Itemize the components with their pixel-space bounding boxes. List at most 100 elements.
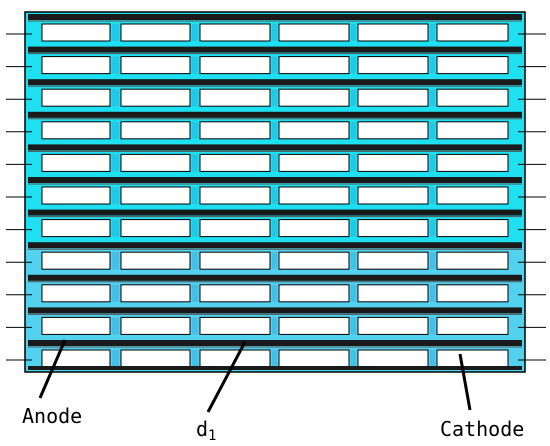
electrode-bar xyxy=(28,177,522,183)
cell-separator xyxy=(112,284,119,302)
electrode-bar xyxy=(28,46,522,53)
channel-cell xyxy=(120,121,191,140)
channel-cell xyxy=(278,121,350,140)
channel-cell xyxy=(41,251,111,270)
electrode-bar xyxy=(28,307,522,314)
cell-separator xyxy=(351,154,356,172)
channel-cell xyxy=(120,23,191,42)
cell-separator xyxy=(351,24,356,41)
channel-cell xyxy=(199,316,271,335)
cell-separator xyxy=(112,317,119,335)
cathode-pointer-line xyxy=(458,353,472,411)
channel-cell xyxy=(436,219,509,238)
electrode-bar-bottom xyxy=(28,366,522,370)
channel-cell xyxy=(357,316,429,335)
channel-cell xyxy=(278,316,350,335)
cell-separator xyxy=(272,154,277,172)
electrode-row xyxy=(6,242,546,270)
channel-cell xyxy=(120,316,191,335)
channel-cell xyxy=(357,88,429,107)
cell-separator xyxy=(430,121,435,139)
cell-separator xyxy=(351,89,356,107)
cell-separator xyxy=(192,317,198,335)
d1-pointer-line xyxy=(206,341,247,413)
cell-separator xyxy=(192,154,198,172)
channel-cell xyxy=(41,219,111,238)
channel-cell xyxy=(357,23,429,42)
cell-separator xyxy=(192,56,198,74)
electrode-bar xyxy=(28,111,522,118)
electrode-bar xyxy=(28,79,522,86)
cell-separator xyxy=(192,252,198,270)
cell-separator xyxy=(272,252,277,270)
channel-cell xyxy=(278,56,350,75)
channel-cell xyxy=(278,284,350,303)
channel-cell xyxy=(436,56,509,75)
cell-separator xyxy=(351,350,356,367)
cell-separator xyxy=(272,89,277,107)
channel-cell xyxy=(120,186,191,205)
channel-cell xyxy=(436,186,509,205)
cell-separator xyxy=(112,252,119,270)
channel-cell xyxy=(41,186,111,205)
cell-separator xyxy=(351,219,356,237)
electrode-bar xyxy=(28,144,522,151)
cell-separator xyxy=(430,219,435,237)
electrode-bar xyxy=(28,242,522,249)
channel-cell xyxy=(199,186,271,205)
channel-cell xyxy=(436,23,509,42)
channel-cell xyxy=(120,349,191,368)
cell-separator xyxy=(112,187,119,204)
anode-label: Anode xyxy=(22,404,82,428)
channel-cell xyxy=(278,349,350,368)
electrode-bar xyxy=(28,340,522,346)
channel-cell xyxy=(278,153,350,172)
channel-cell xyxy=(357,121,429,140)
electrode-row xyxy=(6,144,546,172)
cell-separator xyxy=(351,187,356,204)
electrode-row xyxy=(6,340,546,368)
cell-separator xyxy=(351,56,356,74)
channel-cell xyxy=(357,284,429,303)
electrode-rows xyxy=(6,14,546,370)
cell-separator xyxy=(430,284,435,302)
cell-separator xyxy=(430,154,435,172)
cell-separator xyxy=(430,89,435,107)
electrode-bar xyxy=(28,274,522,281)
channel-cell xyxy=(436,121,509,140)
channel-cell xyxy=(278,219,350,238)
cell-separator xyxy=(192,121,198,139)
channel-cell xyxy=(436,316,509,335)
electrode-row xyxy=(6,274,546,303)
channel-cell xyxy=(278,186,350,205)
anode-pointer-line xyxy=(38,339,67,399)
channel-cell xyxy=(199,56,271,75)
channel-cell xyxy=(199,219,271,238)
channel-cell xyxy=(436,153,509,172)
channel-cell xyxy=(357,349,429,368)
channel-cell xyxy=(278,251,350,270)
channel-cell xyxy=(436,88,509,107)
cell-separator xyxy=(112,24,119,41)
cell-separator xyxy=(430,56,435,74)
channel-cell xyxy=(120,219,191,238)
channel-cell xyxy=(436,349,509,368)
electrode-bar xyxy=(28,209,522,216)
cell-separator xyxy=(192,187,198,204)
channel-cell xyxy=(41,88,111,107)
cell-separator xyxy=(272,284,277,302)
electrode-row xyxy=(6,14,546,42)
cell-separator xyxy=(272,24,277,41)
channel-cell xyxy=(120,284,191,303)
cell-separator xyxy=(351,317,356,335)
d1-label: d1 xyxy=(196,417,216,444)
electrode-bar xyxy=(28,14,522,20)
channel-cell xyxy=(436,251,509,270)
channel-cell xyxy=(436,284,509,303)
cell-separator xyxy=(430,317,435,335)
d1-label-main: d xyxy=(196,417,208,441)
electrode-row xyxy=(6,46,546,75)
electrode-row xyxy=(6,209,546,238)
cell-separator xyxy=(272,187,277,204)
channel-cell xyxy=(120,153,191,172)
